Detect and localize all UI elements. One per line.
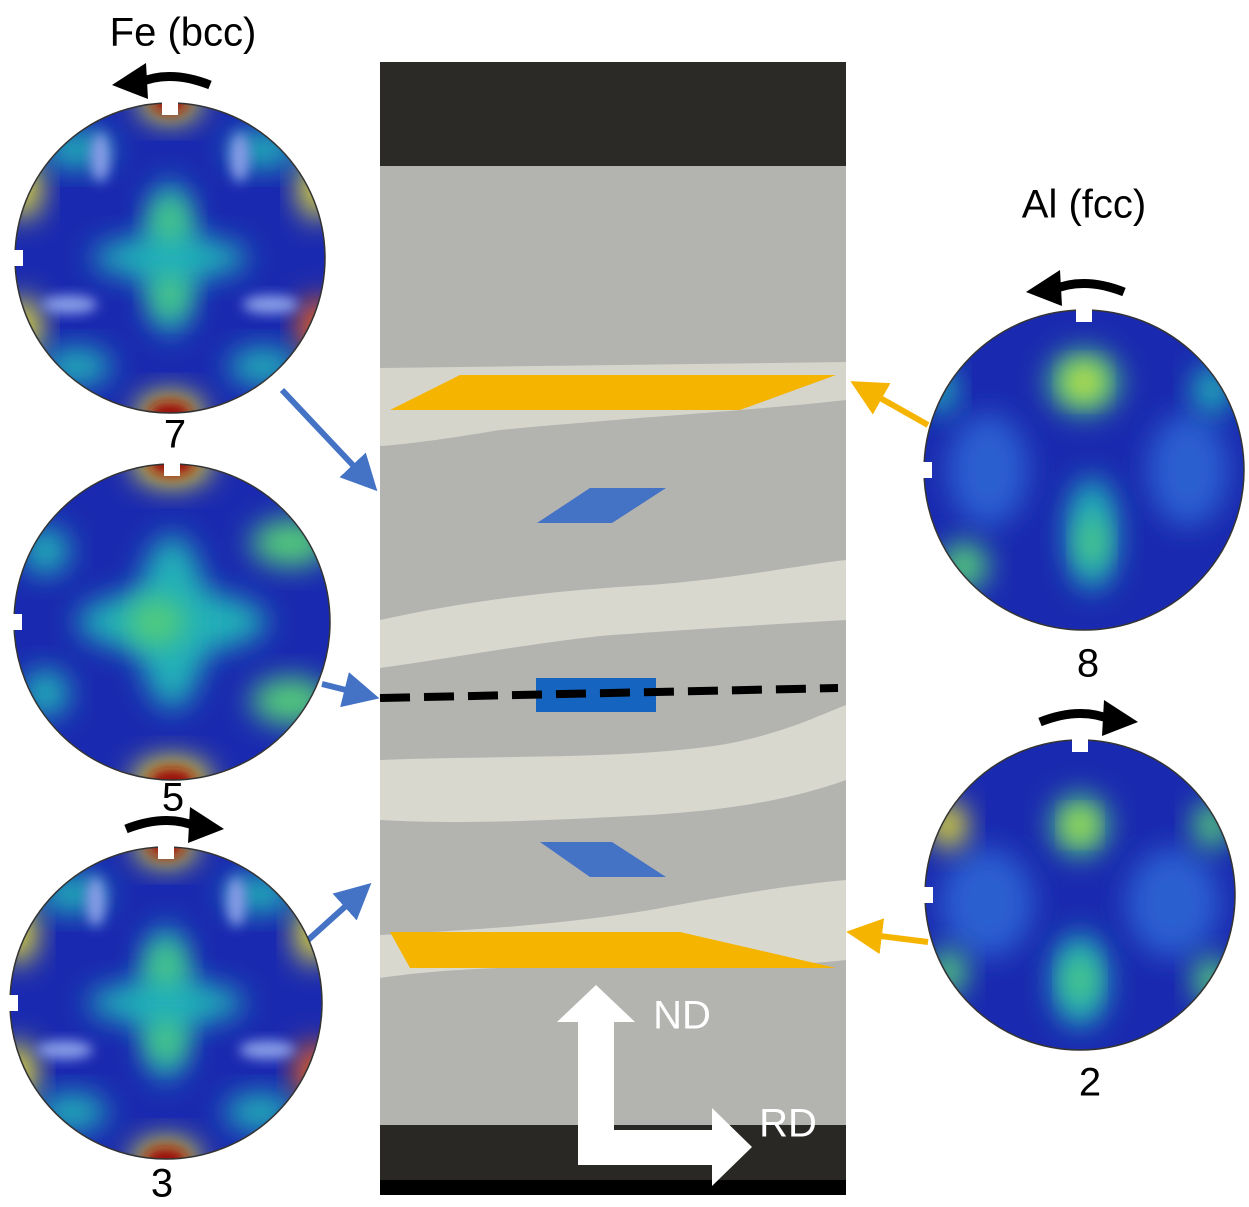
intensity [128,598,185,645]
intensity [147,945,184,982]
intensity [230,132,249,182]
mount-top [380,62,846,166]
intensity [1079,518,1105,566]
edge [380,1180,846,1195]
intensity [38,1093,107,1130]
figure: ND RD Fe (bcc) Al (fcc) 7 5 3 8 2 [0,0,1249,1207]
intensity [147,1023,184,1060]
intensity [1066,957,1094,1004]
intensity [1068,813,1093,838]
arrow [864,934,928,942]
intensity [41,295,97,314]
panel-title: Al (fcc) [1022,183,1146,227]
intensity [93,236,248,279]
pole-label: 8 [1077,642,1099,686]
intensity [91,132,110,182]
intensity [251,519,330,566]
pole-marker [11,250,23,266]
rotation-arrow [1052,283,1124,292]
intensity [151,278,188,315]
intensity [1127,849,1220,958]
pole-marker [164,460,180,476]
intensity [1148,414,1228,526]
rotation-arrowhead [188,807,224,843]
intensity [941,849,1034,958]
intensity [22,527,69,574]
intensity [229,348,297,385]
pole-marker [1076,306,1092,322]
pole-marker [162,99,178,115]
intensity [1193,957,1230,1004]
rd-label: RD [759,1102,817,1146]
pole-figure [4,84,336,433]
intensity [948,414,1028,526]
pole-marker [158,843,174,859]
pole-figure [925,740,1235,1050]
intensity [227,877,246,927]
rotation-arrow [138,76,210,85]
pole-marker [6,995,18,1011]
intensity [151,201,188,238]
intensity [940,542,988,590]
intensity [37,1040,93,1059]
nd-label: ND [653,994,711,1038]
rotation-arrow [126,820,198,829]
pole-marker [920,462,932,478]
pole-label: 2 [1079,1061,1101,1105]
intensity [251,677,330,724]
rotation-arrowhead [1102,700,1138,736]
intensity [22,669,69,716]
pole-figure [0,828,333,1179]
intensity [243,295,299,314]
pole-marker [10,614,22,630]
micrograph: ND RD [380,62,846,1195]
intensity [924,366,956,414]
rotation-arrowhead [112,63,148,99]
pole-label: 5 [162,776,184,820]
pole-figure [14,442,330,802]
intensity [239,1040,295,1059]
intensity [86,877,105,927]
arrow [308,895,358,940]
region-marker [536,678,656,712]
intensity [43,348,111,385]
pole-figure [924,310,1244,630]
rotation-arrowhead [1026,270,1062,306]
arrow [282,390,365,478]
panel-title: Fe (bcc) [110,11,257,55]
pole-marker [1072,736,1088,752]
pole-label: 7 [164,413,186,457]
pole-marker [921,887,933,903]
pole-label: 3 [151,1162,173,1206]
intensity [930,949,967,996]
arrow [322,684,362,694]
intensity [1068,366,1100,398]
intensity [225,1093,294,1130]
intensity [88,981,244,1025]
arrow [866,390,928,425]
rotation-arrow [1040,713,1112,722]
